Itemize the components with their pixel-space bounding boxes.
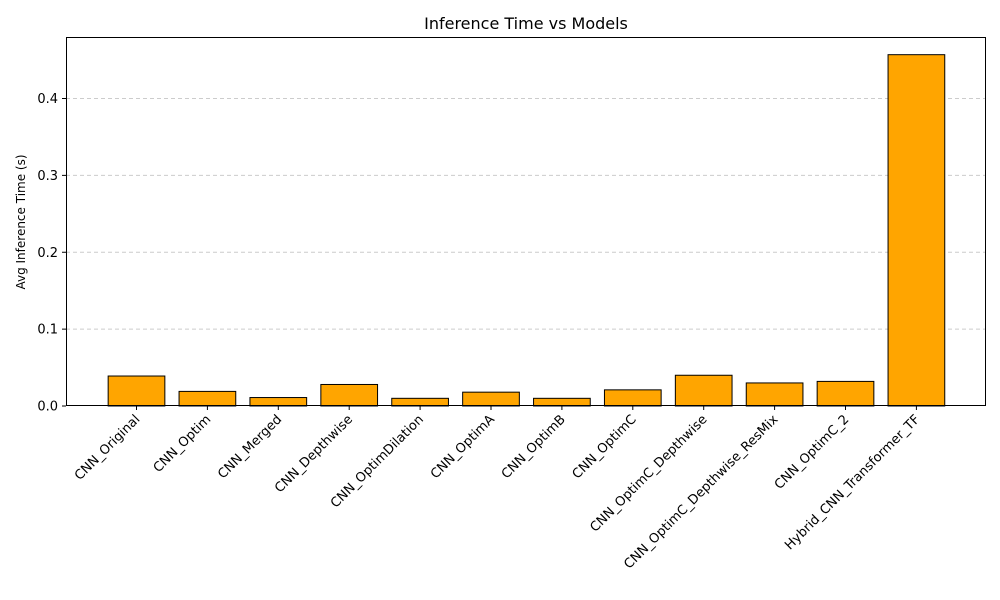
grid-lines <box>66 98 985 330</box>
bar-cnn-optima <box>462 391 520 407</box>
x-tick-label: CNN_OptimC_Depthwise_ResMix <box>621 412 781 572</box>
bar-cnn-optimc-depthwise <box>674 374 733 407</box>
bar-hybrid-cnn-transformer-tf <box>887 54 946 407</box>
y-axis-label: Avg Inference Time (s) <box>14 154 28 289</box>
y-axis-ticks: 0.0 0.1 0.2 0.3 0.4 <box>37 92 66 415</box>
bar-cnn-optimc-depthwise-resmix <box>745 382 804 407</box>
x-tick-label: CNN_Original <box>72 412 143 483</box>
x-axis-ticks: CNN_Original CNN_Optim CNN_MergedCNN_Depth… <box>72 406 923 572</box>
chart-title: Inference Time vs Models <box>424 14 628 33</box>
x-tick-label: CNN_OptimB <box>499 412 569 482</box>
y-tick-label: 0.3 <box>37 169 58 184</box>
bar-cnn-optim <box>178 390 237 407</box>
x-tick-label: CNN_OptimC_2 <box>772 412 852 492</box>
bar-cnn-original <box>107 375 166 407</box>
bar-cnn-optimc-2 <box>816 380 875 407</box>
y-tick-label: 0.4 <box>37 92 58 107</box>
x-tick-label: CNN_Depthwise <box>272 412 356 496</box>
y-tick-label: 0.0 <box>37 400 58 415</box>
bar-cnn-optimdilation <box>391 397 449 407</box>
x-tick-label: CNN_OptimC_Depthwise <box>587 412 710 535</box>
bars <box>107 54 946 407</box>
bar-cnn-merged <box>249 397 308 407</box>
bar-cnn-optimc <box>603 389 662 407</box>
x-tick-label: CNN_OptimA <box>428 412 498 482</box>
x-tick-label: CNN_Optim <box>151 412 215 476</box>
bar-cnn-optimb <box>533 397 591 407</box>
x-tick-label: CNN_Merged <box>215 412 285 482</box>
y-tick-label: 0.1 <box>37 323 58 338</box>
bar-cnn-depthwise <box>320 383 379 407</box>
x-tick-label: Hybrid_CNN_Transformer_TF <box>782 412 923 553</box>
y-tick-label: 0.2 <box>37 246 58 261</box>
plot-frame <box>66 37 986 406</box>
x-tick-label: CNN_OptimC <box>570 412 640 482</box>
